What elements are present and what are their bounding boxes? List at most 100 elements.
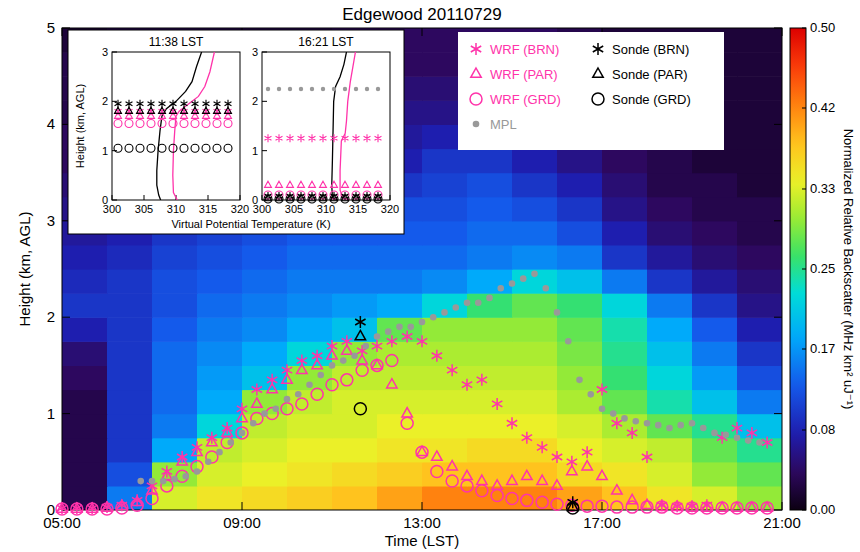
inset-y-tick [112,52,117,53]
point [507,417,517,429]
heat-cell [152,269,198,294]
point [222,427,232,436]
point [745,437,752,444]
point [239,430,246,437]
point [464,299,471,306]
heat-cell [467,438,513,463]
heat-cell [287,269,333,294]
x-tick-label: 09:00 [223,514,261,531]
point [746,502,758,514]
heat-cell [737,486,782,510]
point [756,439,763,446]
point [656,501,668,513]
heat-cell [377,245,423,270]
y-tick [62,28,70,29]
heat-cell [422,390,468,415]
point [597,384,607,396]
profile-line [173,52,215,200]
legend-marker [471,68,481,77]
inset-x-tick-label: 315 [349,203,367,215]
profile-line [340,52,355,200]
point [227,439,234,446]
y-tick [774,510,782,511]
point [221,437,233,449]
point [374,333,381,340]
point [407,324,414,331]
point [56,503,68,515]
heat-cell [737,341,782,366]
point [642,451,652,463]
point [581,500,593,512]
heat-cell [557,462,603,487]
y-tick [774,124,782,125]
point [507,475,517,484]
x-tick [782,28,783,36]
heat-cell [422,173,468,198]
heat-cell [737,149,782,174]
inset-levels [264,87,382,203]
heat-cell [242,341,288,366]
point [386,355,398,367]
heat-cell [647,149,693,174]
heat-cell [737,365,782,390]
heat-cell [197,293,243,318]
point [272,405,279,412]
heat-cell [107,390,153,415]
heat-cell [602,173,648,198]
point [587,391,594,398]
point [582,446,592,458]
heat-cell [467,245,513,270]
heat-cell [107,365,153,390]
point [71,503,83,515]
heat-cell [152,414,198,439]
point [207,437,217,446]
heat-cell [197,365,243,390]
inset-background [68,30,404,234]
heatmap [62,28,782,510]
heat-cell [557,341,603,366]
point [432,350,442,362]
point [722,431,729,438]
point [416,446,428,458]
point [351,352,358,359]
heat-cell [602,462,648,487]
point [385,328,392,335]
inset-x-tick-label: 320 [381,203,399,215]
heat-cell [242,486,288,510]
point [146,492,158,504]
legend-label: MPL [490,117,517,132]
point [171,476,178,483]
point [477,374,487,386]
colorbar-tick [802,429,806,430]
legend-marker [470,93,482,105]
point [101,503,113,515]
inset-x-tick [208,195,209,200]
heat-cell [602,197,648,222]
series [355,330,578,510]
level-markers [265,134,382,142]
series [57,330,773,514]
point [284,396,291,403]
heat-cell [512,438,558,463]
x-tick [782,502,783,510]
point [761,502,773,514]
y-tick [774,220,782,221]
heat-cell [557,269,603,294]
heat-cell [197,390,243,415]
heat-cell [737,462,782,487]
series [355,316,578,508]
inset-x-tick-label: 310 [167,203,185,215]
point [612,417,622,429]
point [432,451,442,460]
point [537,441,547,453]
heat-cell [332,486,378,510]
inset-x-tick [390,195,391,200]
heat-cell [152,341,198,366]
scatter-series [56,271,773,516]
point [599,405,606,412]
heat-cell [512,173,558,198]
heat-cell [107,438,153,463]
heat-cell [647,365,693,390]
point [716,502,728,514]
point [131,499,143,511]
